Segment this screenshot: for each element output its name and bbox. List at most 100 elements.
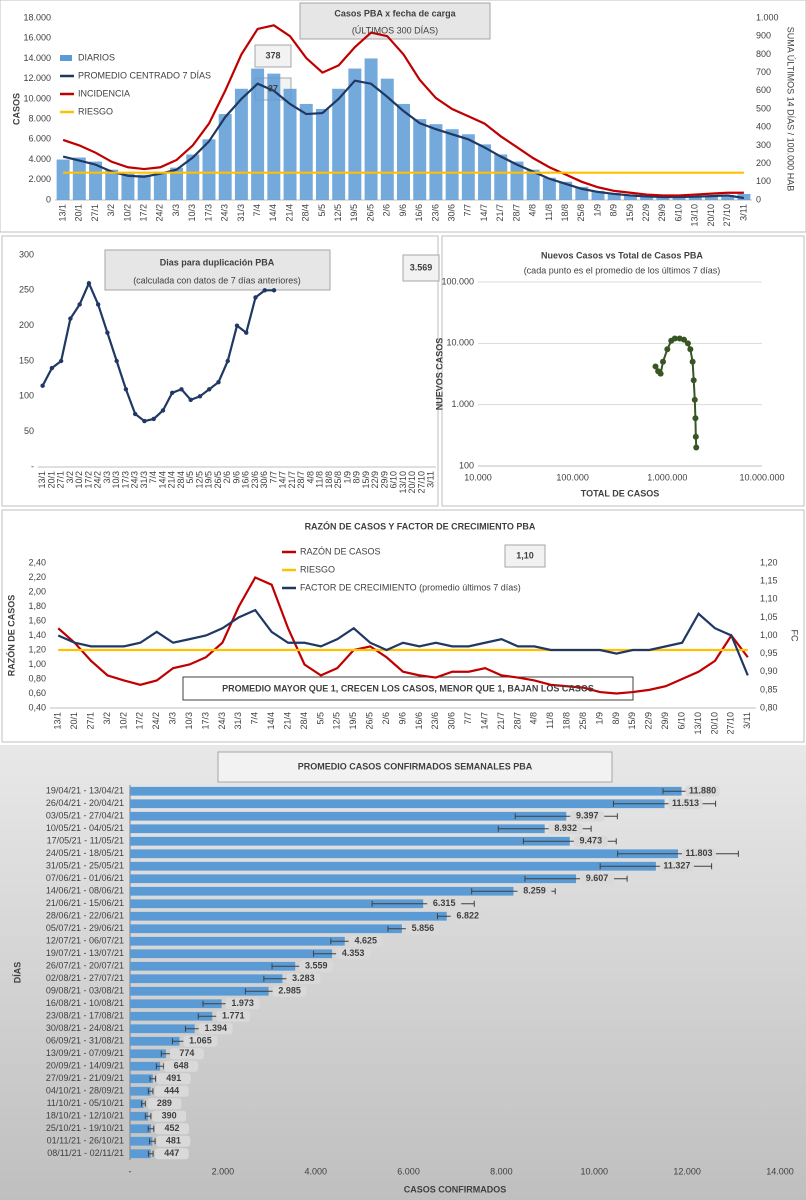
y-tick-label: 18.000 [23,12,51,22]
x-tick-label: 11/8 [315,471,325,488]
bar [202,139,216,200]
label-box [154,1123,189,1135]
bar [656,196,670,200]
x-tick-label: 17/2 [135,712,145,730]
data-label: 6.822 [456,911,479,921]
y-tick-label: 1,00 [760,630,778,640]
data-label: 1.394 [204,1023,227,1033]
y-tick-label: 04/10/21 - 28/09/21 [46,1086,124,1096]
bar [130,924,402,934]
x-tick-label: 10/3 [111,471,121,489]
bar [130,999,222,1009]
point [657,370,664,377]
label-box [548,823,583,835]
point [652,363,659,370]
data-label: 444 [164,1086,179,1096]
y-axis-label: DÍAS [12,962,22,984]
bar [130,974,283,984]
line [62,24,744,197]
x-tick-label: 31/3 [233,712,243,730]
y-tick-label: 01/11/21 - 26/10/21 [47,1136,124,1146]
x-tick-label: 30/6 [447,204,457,222]
x-tick-label: 22/9 [370,471,380,489]
data-label: 491 [166,1073,181,1083]
x-tick-label: 2/6 [382,204,392,217]
bar [130,849,678,859]
x-tick-label: - [129,1166,132,1176]
legend-label: FACTOR DE CRECIMIENTO (promedio últimos … [300,582,521,592]
bar [105,169,119,200]
bar [267,73,281,200]
x-tick-label: 27/10 [726,712,736,735]
x-tick-label: 8/9 [352,471,362,484]
line [62,79,745,200]
label-box [198,1023,233,1035]
bar [130,799,665,809]
bar [397,103,410,200]
x-tick-label: 20/1 [74,204,84,222]
y-tick-label: 08/11/21 - 02/11/21 [47,1148,124,1158]
y-tick-label: 1,80 [28,601,46,611]
x-tick-label: 100.000 [556,472,589,482]
x-tick-label: 10/3 [184,712,194,730]
annotation-box [254,44,292,68]
label-box [169,1048,204,1060]
y-tick-label: 1,05 [760,612,778,622]
annotation: 378 [265,50,280,60]
y-tick-label: 14.000 [23,53,51,63]
x-tick-label: 3/3 [171,204,181,217]
y-tick-label: 0,60 [28,688,46,698]
bar [704,195,718,200]
y-tick-label: 05/07/21 - 29/06/21 [46,923,124,933]
point [692,433,699,440]
bar [130,786,682,796]
data-label: 289 [157,1098,172,1108]
x-tick-label: 28/4 [301,204,311,222]
label-box [152,1110,187,1122]
x-tick-label: 26/5 [213,471,223,489]
y-tick-label: 1,10 [760,594,778,604]
y-tick-label: 100 [459,460,474,470]
x-tick-label: 2.000 [212,1166,235,1176]
bar [526,169,540,200]
label-box [216,1010,251,1022]
point [692,415,699,422]
bar [640,195,654,200]
x-tick-label: 7/4 [252,204,262,217]
bar [130,824,545,834]
x-tick-label: 1/9 [594,712,604,725]
data-label: 774 [179,1048,194,1058]
y-tick-label: 500 [756,103,771,113]
bar [130,1099,144,1109]
x-tick-label: 6/10 [673,204,683,222]
data-label: 1.973 [231,998,254,1008]
x-tick-label: 19/5 [348,712,358,730]
x-tick-label: 3/11 [426,471,436,488]
data-label: 8.259 [523,886,546,896]
chart-title: PROMEDIO CASOS CONFIRMADOS SEMANALES PBA [298,761,533,771]
point [690,377,697,384]
y2-axis-label: SUMA ÚLTIMOS 14 DÍAS / 100.000 HAB [786,27,796,191]
title-box [299,2,491,40]
x-tick-label: 13/10 [398,471,408,494]
point [687,346,694,353]
y-tick-label: 14/06/21 - 08/06/21 [46,886,124,896]
data-label: 1.065 [189,1036,212,1046]
bar [130,936,345,946]
x-tick-label: 31/3 [139,471,149,489]
x-axis-label: TOTAL DE CASOS [581,488,660,498]
bar [283,88,297,200]
y-tick-label: 0 [756,194,761,204]
x-tick-label: 13/1 [37,471,47,489]
label-box [164,1060,199,1072]
x-tick-label: 23/6 [250,471,260,489]
bar [510,161,524,200]
bar [186,154,200,200]
label-box [154,1085,189,1097]
x-tick-label: 28/7 [512,712,522,730]
x-tick-label: 26/5 [365,204,375,222]
line [57,608,749,676]
y-tick-label: 4.000 [28,154,51,164]
data-label: 11.513 [672,798,699,808]
x-tick-label: 21/4 [284,204,294,222]
